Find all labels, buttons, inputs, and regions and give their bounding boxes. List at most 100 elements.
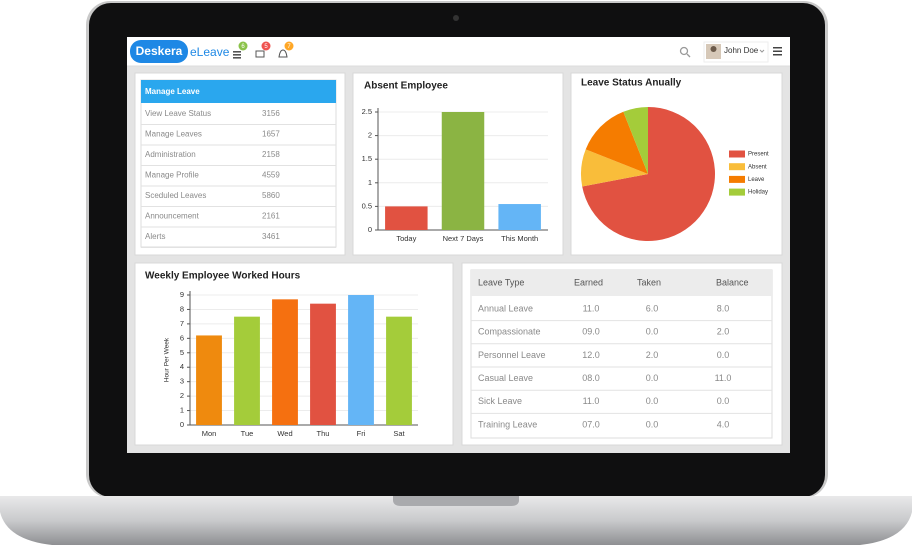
chart-title: Leave Status Anually [581, 78, 682, 89]
table-value: 11.0 [715, 373, 732, 383]
x-tick-label: Mon [202, 429, 217, 438]
user-name: John Doe [724, 46, 759, 55]
x-tick-label: This Month [501, 234, 538, 243]
y-tick-label: 2 [368, 131, 372, 140]
table-value: 4.0 [717, 419, 730, 429]
list-item[interactable]: View Leave Status [145, 109, 211, 118]
y-tick-label: 7 [180, 319, 184, 328]
list-icon [233, 51, 241, 53]
list-count: 3461 [262, 232, 280, 241]
avatar-head [710, 46, 717, 52]
table-value: 0.0 [717, 396, 730, 406]
table-label: Compassionate [478, 327, 541, 337]
legend-label: Leave [748, 177, 765, 183]
y-axis-label: Hour Per Week [164, 337, 171, 382]
y-tick-label: 2.5 [362, 107, 372, 116]
chart-title: Absent Employee [364, 81, 448, 92]
y-tick-label: 0.5 [362, 201, 372, 210]
bar [348, 295, 374, 425]
pie-slice [623, 107, 648, 174]
chart-title: Weekly Employee Worked Hours [145, 271, 301, 282]
legend-label: Present [748, 152, 769, 158]
y-tick-label: 5 [180, 348, 184, 357]
table-label: Training Leave [478, 419, 537, 429]
logo-cloud[interactable] [130, 40, 188, 63]
y-tick-label: 1.5 [362, 154, 372, 163]
x-tick-label: Wed [277, 429, 292, 438]
list-count: 3156 [262, 109, 280, 118]
bell-icon [278, 49, 288, 58]
y-tick-label: 6 [180, 333, 184, 342]
bar [310, 303, 336, 425]
search-icon[interactable] [679, 46, 689, 56]
column-header: Earned [574, 277, 603, 287]
list-count: 2161 [262, 212, 280, 221]
list-item[interactable]: Sceduled Leaves [145, 191, 206, 200]
bar [386, 316, 412, 425]
table-value: 2.0 [717, 327, 730, 337]
legend-swatch [729, 163, 745, 171]
list-icon [233, 57, 241, 59]
badge-count: 5 [264, 44, 268, 50]
badge[interactable] [261, 41, 271, 51]
bar [385, 206, 428, 230]
x-tick-label: Thu [317, 429, 330, 438]
column-header: Balance [716, 277, 749, 287]
y-tick-label: 1 [180, 406, 184, 415]
badge[interactable] [238, 41, 248, 51]
bar [441, 112, 485, 230]
x-tick-label: Tue [241, 429, 254, 438]
legend-swatch [729, 188, 745, 196]
table-value: 8.0 [717, 303, 730, 313]
y-tick-label: 3 [180, 377, 184, 386]
legend-label: Holiday [748, 190, 768, 196]
y-tick-label: 1 [368, 178, 372, 187]
y-tick-label: 2 [180, 391, 184, 400]
table-label: Personnel Leave [478, 350, 546, 360]
table-value: 6.0 [646, 303, 659, 313]
badge[interactable] [284, 41, 294, 51]
menu-icon[interactable] [773, 47, 782, 56]
list-item[interactable]: Administration [145, 150, 196, 159]
legend-swatch [729, 150, 745, 158]
table-value: 0.0 [717, 350, 730, 360]
table-value: 09.0 [582, 327, 600, 337]
table-value: 2.0 [646, 350, 659, 360]
list-item[interactable]: Manage Leaves [145, 130, 202, 139]
list-item[interactable]: Alerts [145, 232, 165, 241]
list-count: 2158 [262, 150, 280, 159]
y-tick-label: 4 [180, 362, 184, 371]
x-tick-label: Sat [393, 429, 405, 438]
table-value: 0.0 [646, 396, 659, 406]
table-value: 11.0 [583, 303, 600, 313]
list-item[interactable]: Announcement [145, 212, 200, 221]
search-icon-handle [686, 53, 691, 58]
list-item[interactable]: Manage Profile [145, 171, 199, 180]
table-header [471, 270, 772, 296]
logo: Deskera [136, 44, 183, 58]
mail-icon [255, 50, 265, 58]
list-icon [233, 54, 241, 56]
app-name: eLeave [190, 45, 230, 59]
legend-swatch [729, 175, 745, 183]
list-header [141, 80, 336, 103]
leave-table [470, 269, 773, 439]
column-header: Leave Type [478, 277, 524, 287]
bar [272, 299, 298, 425]
legend-label: Absent [748, 164, 767, 170]
y-tick-label: 9 [180, 290, 184, 299]
bar [196, 335, 222, 425]
x-tick-label: Next 7 Days [443, 234, 484, 243]
x-tick-label: Fri [357, 429, 366, 438]
table-value: 07.0 [582, 419, 600, 429]
list-title: Manage Leave [145, 87, 200, 96]
table-value: 12.0 [582, 350, 600, 360]
pie-slice [582, 107, 716, 242]
camera [453, 15, 459, 21]
y-tick-label: 0 [368, 225, 372, 234]
manage-leave-list [140, 79, 337, 248]
list-count: 1657 [262, 130, 280, 139]
pie-slice [581, 149, 648, 187]
table-value: 0.0 [646, 373, 659, 383]
